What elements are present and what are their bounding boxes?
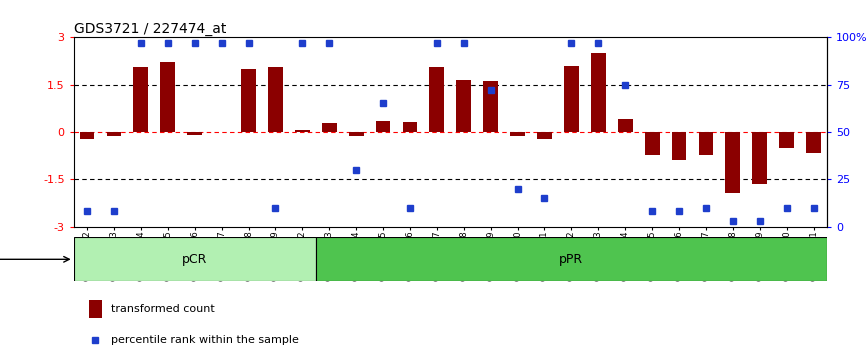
Text: percentile rank within the sample: percentile rank within the sample xyxy=(111,335,299,345)
Bar xyxy=(753,132,767,184)
Bar xyxy=(672,132,687,160)
Bar xyxy=(430,67,444,132)
Bar xyxy=(107,132,121,136)
Bar xyxy=(617,119,633,132)
Bar xyxy=(322,123,337,132)
Bar xyxy=(699,132,714,155)
Text: pCR: pCR xyxy=(182,253,207,266)
Text: transformed count: transformed count xyxy=(111,304,215,314)
Bar xyxy=(268,67,283,132)
Bar xyxy=(349,132,364,136)
Bar xyxy=(483,81,498,132)
Bar xyxy=(591,53,605,132)
Bar xyxy=(510,132,525,136)
Bar xyxy=(295,130,310,132)
Bar xyxy=(74,237,316,281)
Bar xyxy=(160,62,175,132)
Bar xyxy=(537,132,552,139)
Text: pPR: pPR xyxy=(559,253,584,266)
Bar xyxy=(88,301,102,318)
Bar xyxy=(644,132,660,155)
Bar xyxy=(316,237,827,281)
Bar xyxy=(376,121,391,132)
Bar xyxy=(779,132,794,148)
Text: GDS3721 / 227474_at: GDS3721 / 227474_at xyxy=(74,22,226,36)
Bar xyxy=(133,67,148,132)
Bar xyxy=(564,65,578,132)
Bar xyxy=(806,132,821,153)
Bar xyxy=(187,132,202,135)
Bar xyxy=(80,132,94,139)
Bar xyxy=(456,80,471,132)
Bar xyxy=(403,122,417,132)
Bar xyxy=(241,69,256,132)
Bar xyxy=(726,132,740,193)
